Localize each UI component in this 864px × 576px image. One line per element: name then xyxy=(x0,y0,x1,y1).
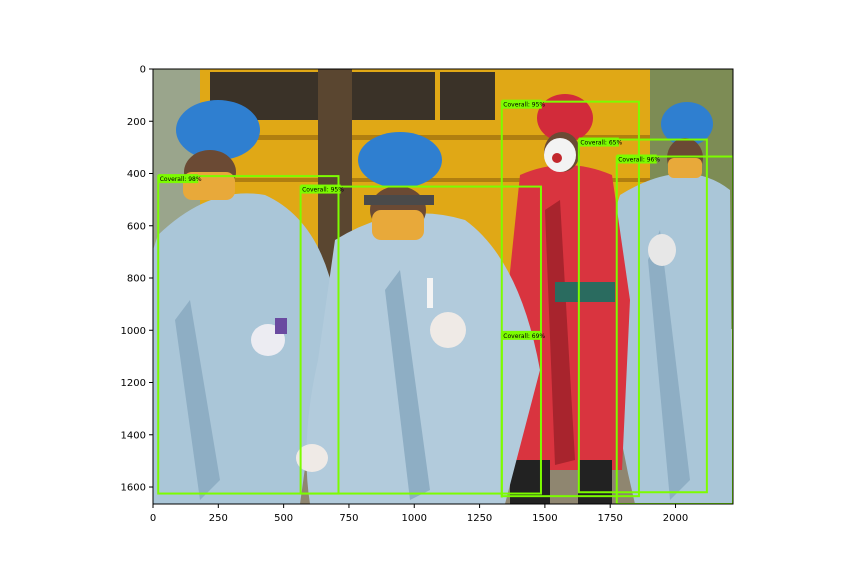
detection-label-bg xyxy=(578,137,619,147)
x-tick-label: 250 xyxy=(209,513,228,524)
detection-box xyxy=(299,185,542,495)
y-tick-label: 400 xyxy=(127,169,146,180)
yellow-mask-center xyxy=(372,210,424,240)
y-tick-label: 0 xyxy=(140,65,146,76)
y-tick-label: 1600 xyxy=(121,483,146,494)
y-tick-label: 600 xyxy=(127,221,146,232)
detection-label: Coverall: 95% xyxy=(503,102,545,109)
truck-stripe xyxy=(200,135,650,140)
purple-cuff xyxy=(275,318,287,334)
glove xyxy=(430,312,466,348)
x-tick-label: 1500 xyxy=(532,513,557,524)
respirator-valve xyxy=(552,153,562,163)
blue-gown-shadow xyxy=(385,270,430,500)
y-tick-label: 1200 xyxy=(121,378,146,389)
test-tube xyxy=(427,278,433,308)
truck-window xyxy=(440,72,495,120)
detection-label-bg xyxy=(300,184,341,194)
x-tick-label: 1250 xyxy=(467,513,492,524)
glove xyxy=(296,444,328,472)
black-boots xyxy=(578,460,612,504)
red-gown xyxy=(505,165,630,470)
x-tick-label: 1000 xyxy=(402,513,427,524)
detection-labels: Coverall: 98% Coverall: 95% Coverall: 95% C… xyxy=(158,99,660,340)
y-tick-label: 200 xyxy=(127,117,146,128)
detection-box xyxy=(577,138,708,494)
x-tick-label: 500 xyxy=(274,513,293,524)
blue-gown-center xyxy=(306,213,540,504)
y-tick-label: 1000 xyxy=(121,326,146,337)
detection-label: Coverall: 65% xyxy=(580,140,622,147)
red-cap xyxy=(537,94,593,142)
blue-cap-center xyxy=(358,132,442,188)
green-box xyxy=(555,282,615,302)
detection-label: Coverall: 69% xyxy=(503,333,545,340)
detection-box xyxy=(157,175,340,495)
axes-frame xyxy=(152,68,734,505)
detection-label: Coverall: 98% xyxy=(160,176,202,183)
x-tick-label: 750 xyxy=(339,513,358,524)
blue-gown-shadow xyxy=(175,300,220,500)
detection-label-bg xyxy=(501,99,542,109)
x-tick-label: 0 xyxy=(150,513,156,524)
y-tick-label: 1400 xyxy=(121,430,146,441)
blue-gown-shadow xyxy=(648,230,690,500)
blue-cap-right xyxy=(661,102,713,146)
black-boots xyxy=(510,460,550,504)
photo xyxy=(153,69,733,504)
face-shield-band xyxy=(364,195,434,205)
red-gown-shadow xyxy=(545,200,575,465)
yellow-mask-right xyxy=(668,158,702,178)
detection-label-bg xyxy=(158,174,199,184)
detection-box xyxy=(500,100,640,498)
y-axis: 0 200 400 600 800 1000 1200 1400 1600 xyxy=(121,65,153,494)
detection-label: Coverall: 95% xyxy=(302,187,344,194)
glove xyxy=(648,234,676,266)
blue-cap-left xyxy=(176,100,260,160)
detection-label: Coverall: 96% xyxy=(618,157,660,164)
x-tick-label: 1750 xyxy=(597,513,622,524)
detection-label-bg xyxy=(616,154,657,164)
x-axis: 0 250 500 750 1000 1250 1500 1750 2000 xyxy=(150,504,688,524)
y-tick-label: 800 xyxy=(127,274,146,285)
detection-label-bg xyxy=(501,330,542,340)
x-tick-label: 2000 xyxy=(663,513,688,524)
